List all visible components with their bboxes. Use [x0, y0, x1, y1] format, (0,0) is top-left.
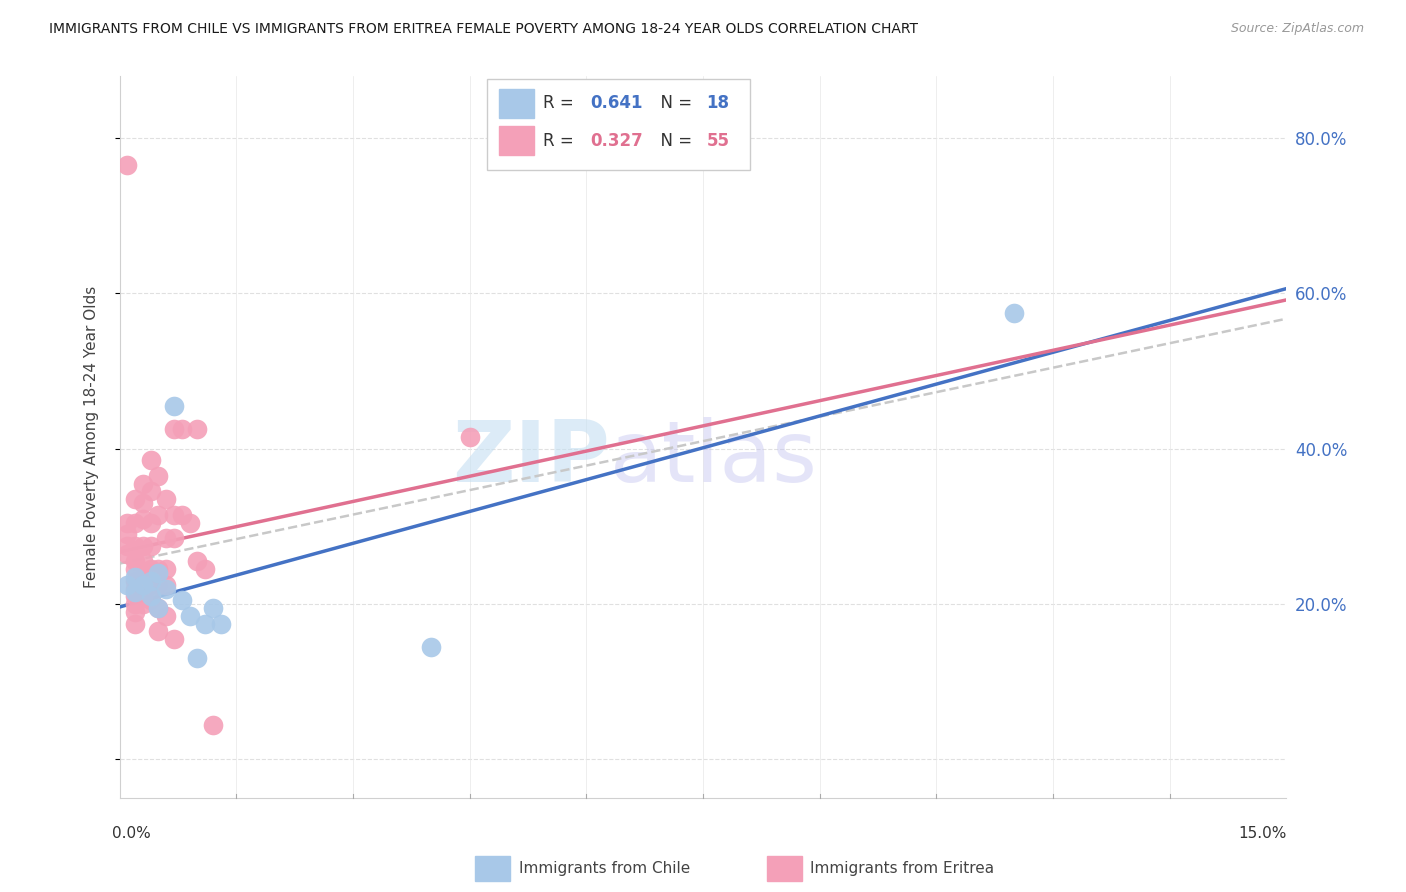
Text: ZIP: ZIP	[451, 417, 610, 500]
Point	[132, 554, 155, 568]
Point	[170, 422, 193, 436]
Point	[132, 582, 155, 596]
Point	[163, 632, 186, 646]
Point	[155, 492, 177, 507]
Point	[132, 496, 155, 510]
Point	[124, 574, 146, 588]
Point	[132, 577, 155, 591]
Point	[148, 562, 170, 576]
Point	[201, 717, 224, 731]
Point	[458, 430, 481, 444]
Point	[148, 508, 170, 522]
FancyBboxPatch shape	[499, 89, 534, 118]
Point	[117, 158, 139, 172]
Point	[139, 577, 162, 591]
Point	[179, 516, 201, 530]
Point	[139, 590, 162, 604]
Point	[155, 582, 177, 596]
Text: R =: R =	[543, 132, 579, 150]
Point	[124, 492, 146, 507]
Point	[132, 597, 155, 611]
Text: 55: 55	[706, 132, 730, 150]
Point	[155, 577, 177, 591]
Text: Immigrants from Chile: Immigrants from Chile	[519, 861, 690, 876]
Point	[117, 516, 139, 530]
Text: Immigrants from Eritrea: Immigrants from Eritrea	[810, 861, 994, 876]
Point	[124, 562, 146, 576]
Text: 15.0%: 15.0%	[1239, 825, 1286, 840]
Point	[155, 608, 177, 623]
Point	[148, 601, 170, 615]
Point	[132, 590, 155, 604]
Point	[139, 574, 162, 588]
Point	[117, 547, 139, 561]
Text: IMMIGRANTS FROM CHILE VS IMMIGRANTS FROM ERITREA FEMALE POVERTY AMONG 18-24 YEAR: IMMIGRANTS FROM CHILE VS IMMIGRANTS FROM…	[49, 22, 918, 37]
Point	[139, 453, 162, 467]
Point	[148, 566, 170, 580]
Point	[117, 539, 139, 553]
Point	[148, 469, 170, 483]
Point	[124, 539, 146, 553]
Text: 0.327: 0.327	[589, 132, 643, 150]
Point	[139, 516, 162, 530]
Point	[1002, 306, 1025, 320]
Point	[124, 585, 146, 599]
Point	[155, 562, 177, 576]
Point	[148, 601, 170, 615]
Point	[117, 527, 139, 541]
Text: 0.641: 0.641	[589, 95, 643, 112]
Point	[163, 508, 186, 522]
Point	[124, 554, 146, 568]
Point	[148, 577, 170, 591]
Point	[132, 476, 155, 491]
Point	[117, 577, 139, 591]
Text: atlas: atlas	[610, 417, 818, 500]
Point	[124, 582, 146, 596]
FancyBboxPatch shape	[499, 127, 534, 155]
Point	[155, 531, 177, 545]
Point	[209, 616, 232, 631]
Point	[419, 640, 441, 654]
Y-axis label: Female Poverty Among 18-24 Year Olds: Female Poverty Among 18-24 Year Olds	[84, 286, 98, 588]
Point	[139, 562, 162, 576]
FancyBboxPatch shape	[475, 856, 510, 881]
Point	[139, 593, 162, 607]
Point	[124, 570, 146, 584]
Point	[124, 616, 146, 631]
FancyBboxPatch shape	[486, 79, 749, 169]
Text: Source: ZipAtlas.com: Source: ZipAtlas.com	[1230, 22, 1364, 36]
Point	[170, 508, 193, 522]
Point	[179, 608, 201, 623]
Text: R =: R =	[543, 95, 579, 112]
Point	[124, 516, 146, 530]
Text: N =: N =	[651, 132, 697, 150]
Point	[124, 597, 146, 611]
Text: 0.0%: 0.0%	[111, 825, 150, 840]
Point	[148, 624, 170, 639]
FancyBboxPatch shape	[768, 856, 803, 881]
Point	[139, 539, 162, 553]
Point	[201, 601, 224, 615]
Point	[186, 422, 208, 436]
Point	[124, 605, 146, 619]
Point	[132, 539, 155, 553]
Point	[186, 651, 208, 665]
Point	[139, 484, 162, 499]
Point	[132, 511, 155, 525]
Point	[163, 531, 186, 545]
Point	[124, 590, 146, 604]
Text: 18: 18	[706, 95, 730, 112]
Point	[163, 399, 186, 413]
Point	[186, 554, 208, 568]
Point	[194, 616, 217, 631]
Text: N =: N =	[651, 95, 697, 112]
Point	[132, 570, 155, 584]
Point	[163, 422, 186, 436]
Point	[194, 562, 217, 576]
Point	[170, 593, 193, 607]
